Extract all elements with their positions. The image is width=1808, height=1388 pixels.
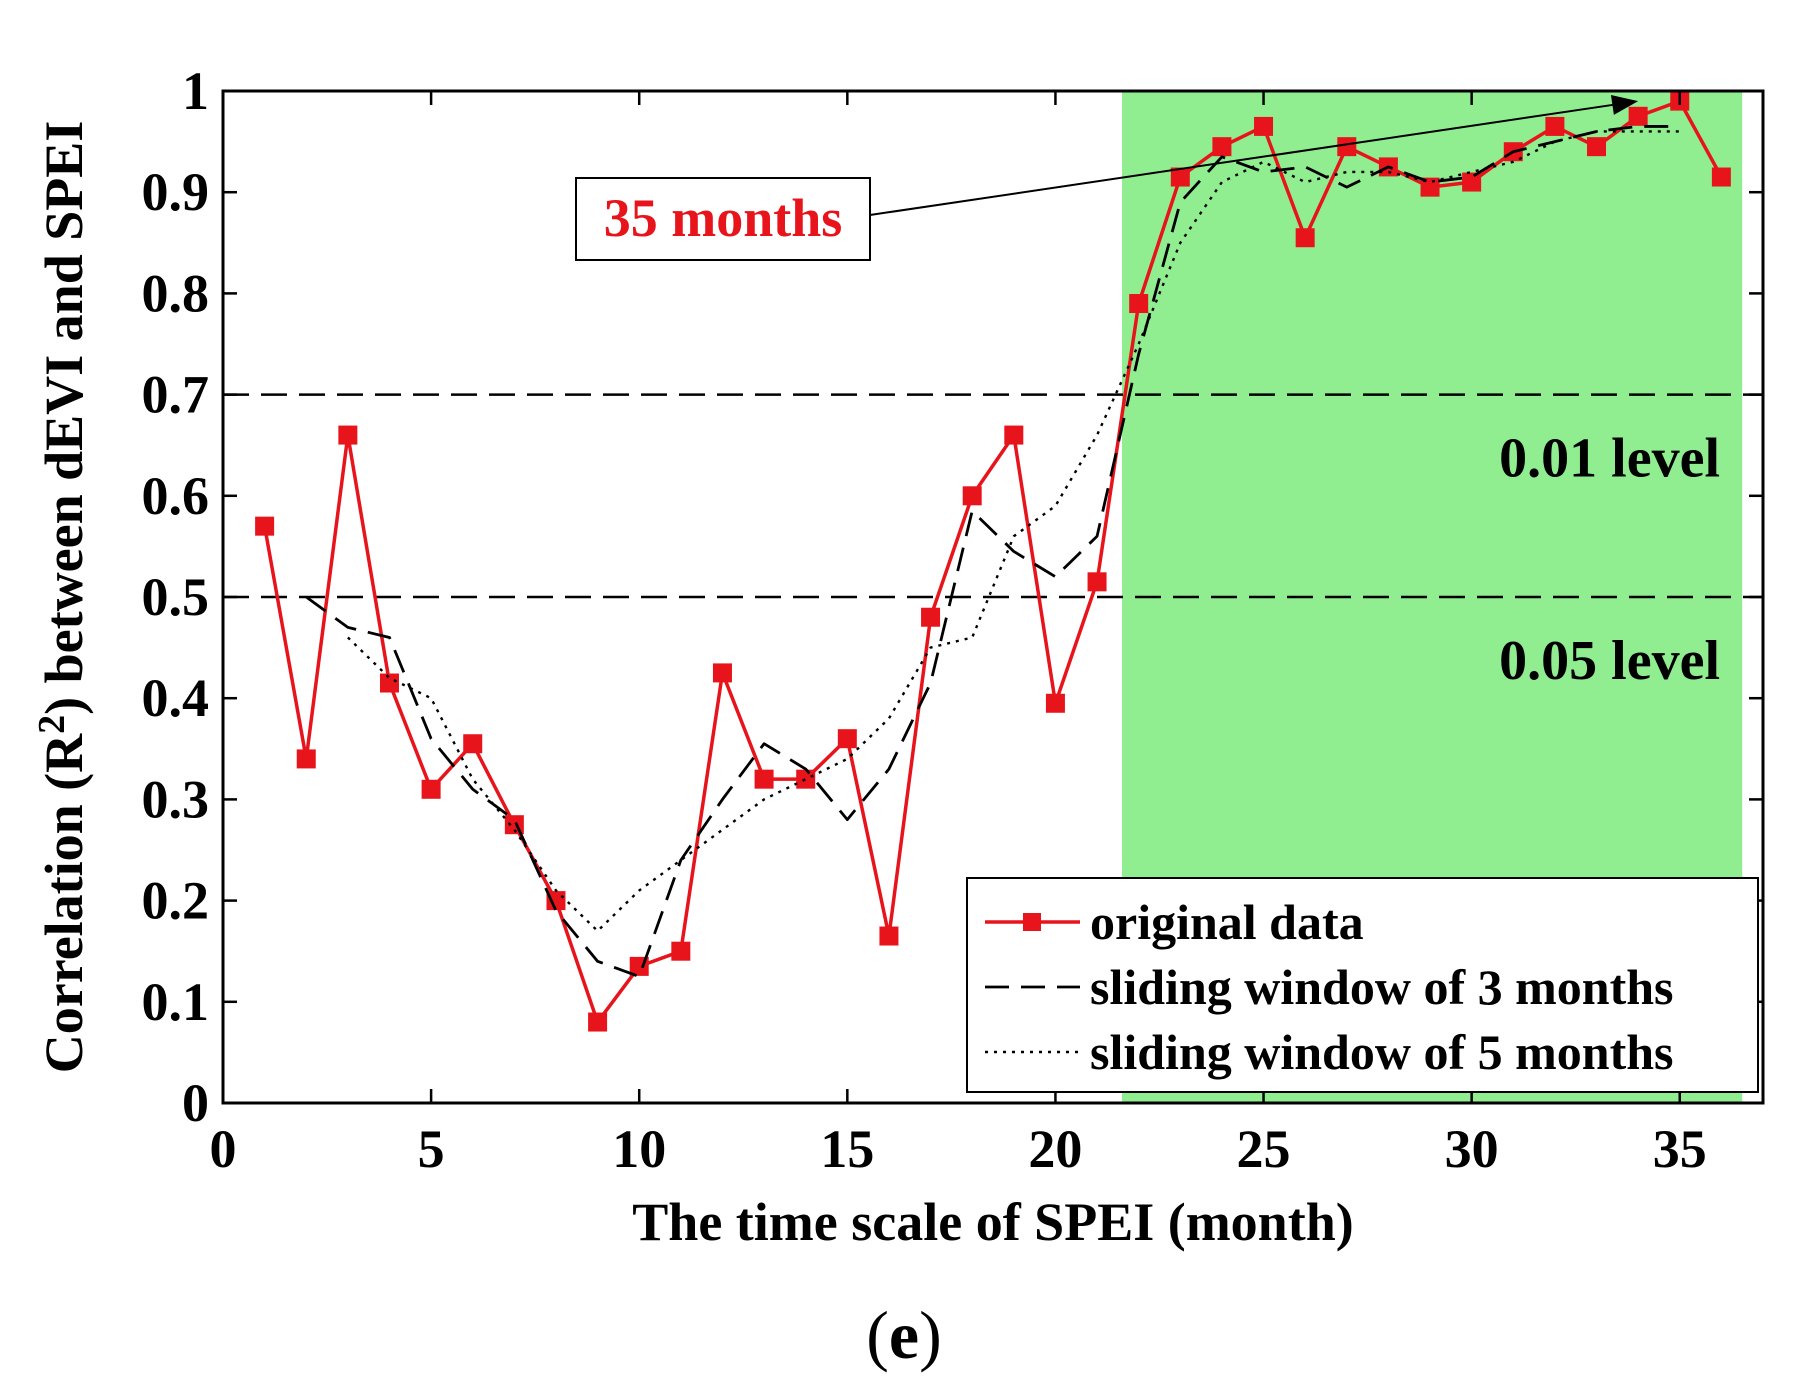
data-point (1420, 177, 1440, 197)
y-tick-label: 1 (182, 61, 209, 121)
y-tick-label: 0.5 (142, 567, 210, 627)
data-point (255, 516, 275, 536)
data-point (379, 673, 399, 693)
y-tick-label: 0.6 (142, 466, 210, 526)
data-point (1587, 137, 1607, 157)
x-tick-label: 20 (1028, 1119, 1082, 1179)
data-point (588, 1012, 608, 1032)
y-tick-label: 0.2 (142, 871, 210, 931)
data-point (1004, 425, 1024, 445)
legend: original data sliding window of 3 months s… (966, 877, 1759, 1093)
y-axis-label-suffix: ) between dEVI and SPEI (34, 121, 94, 715)
panel-label: (e) (866, 1297, 942, 1373)
data-point (1295, 228, 1315, 248)
legend-box (966, 877, 1759, 1093)
x-tick-label: 5 (418, 1119, 445, 1179)
data-point (754, 769, 774, 789)
annotation-arrow (869, 103, 1613, 216)
series-line (305, 125, 1680, 978)
panel-label-open: ( (866, 1297, 889, 1373)
data-point (338, 425, 358, 445)
data-point (1129, 294, 1149, 314)
y-axis-label-superscript: 2 (31, 715, 73, 734)
data-point (1337, 137, 1357, 157)
significance-label: 0.05 level (1499, 630, 1720, 692)
x-tick-label: 10 (612, 1119, 666, 1179)
x-tick-label: 15 (820, 1119, 874, 1179)
data-point (1254, 116, 1274, 136)
data-point (296, 749, 316, 769)
data-point (1628, 106, 1648, 126)
y-tick-label: 0.7 (142, 365, 210, 425)
annotation-label: 35 months (604, 188, 843, 248)
y-tick-label: 0 (182, 1073, 209, 1133)
data-point (671, 941, 691, 961)
y-axis-label-prefix: Correlation (R (34, 733, 94, 1073)
y-tick-label: 0.8 (142, 263, 210, 323)
y-tick-label: 0.9 (142, 162, 210, 222)
data-point (1462, 172, 1482, 192)
legend-label: sliding window of 5 months (1090, 1024, 1674, 1080)
data-point (1545, 116, 1565, 136)
data-point (1212, 137, 1232, 157)
data-point (837, 729, 857, 749)
panel-label-close: ) (919, 1297, 942, 1373)
panel-label-letter: e (889, 1297, 919, 1373)
legend-label: sliding window of 3 months (1090, 959, 1674, 1015)
y-tick-label: 0.4 (142, 668, 210, 728)
annotation-arrowhead (1610, 95, 1639, 115)
data-point (712, 663, 732, 683)
data-point (879, 926, 899, 946)
y-axis-label: Correlation (R2) between dEVI and SPEI (31, 121, 94, 1074)
data-point (1045, 693, 1065, 713)
x-tick-label: 25 (1237, 1119, 1291, 1179)
x-axis-label: The time scale of SPEI (month) (632, 1192, 1353, 1252)
data-point (1087, 572, 1107, 592)
annotation: 35 months (575, 95, 1639, 261)
legend-marker (1023, 913, 1041, 931)
data-point (921, 607, 941, 627)
data-point (796, 769, 816, 789)
legend-label: original data (1090, 894, 1364, 950)
x-tick-label: 0 (210, 1119, 237, 1179)
y-tick-label: 0.1 (142, 972, 210, 1032)
x-tick-label: 30 (1445, 1119, 1499, 1179)
series-line (347, 130, 1680, 933)
significance-label: 0.01 level (1499, 428, 1720, 490)
data-point (421, 779, 441, 799)
data-point (962, 486, 982, 506)
annotation-box (575, 177, 871, 261)
y-tick-label: 0.3 (142, 769, 210, 829)
data-point (463, 734, 483, 754)
data-point (1711, 167, 1731, 187)
x-tick-label: 35 (1653, 1119, 1707, 1179)
